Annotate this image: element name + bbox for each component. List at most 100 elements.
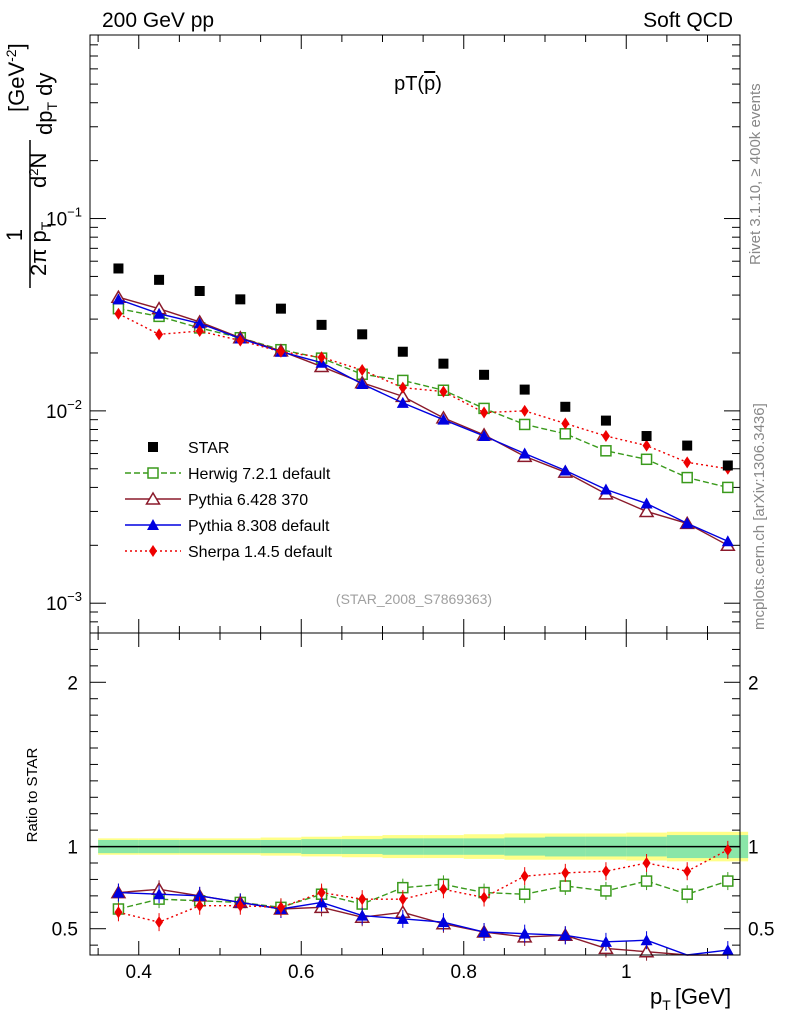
ratio-point xyxy=(356,909,369,921)
ratio-tick-label-right: 0.5 xyxy=(748,920,774,941)
ratio-point xyxy=(559,929,572,941)
data-point xyxy=(520,404,529,417)
x-tick-label: 0.4 xyxy=(126,962,153,983)
legend-entry: Herwig 7.2.1 default xyxy=(125,466,331,483)
ratio-point xyxy=(518,888,531,900)
data-point xyxy=(396,396,409,408)
ratio-pythia-8-308-default xyxy=(112,883,734,960)
data-point xyxy=(195,325,204,338)
data-point xyxy=(114,307,123,320)
ratio-point xyxy=(721,944,734,956)
y-label-one: 1 xyxy=(2,229,27,241)
data-point xyxy=(722,481,734,494)
data-point xyxy=(722,460,733,471)
legend-label: STAR xyxy=(188,440,229,457)
data-point xyxy=(681,517,694,529)
ratio-point xyxy=(317,886,326,899)
ratio-point xyxy=(683,865,692,878)
ratio-point xyxy=(480,891,489,904)
data-point xyxy=(638,503,655,518)
y-label-unit: [GeV-2] xyxy=(3,43,29,112)
data-point xyxy=(642,439,651,452)
ratio-tick-label-left: 2 xyxy=(67,673,78,694)
y-tick-label: 10−3 xyxy=(46,589,82,615)
legend-marker xyxy=(149,545,157,557)
data-point xyxy=(154,274,165,285)
ratio-point xyxy=(236,899,245,912)
legend-entry: STAR xyxy=(148,440,229,457)
series-line xyxy=(118,313,728,470)
ratio-point xyxy=(439,883,448,896)
data-point xyxy=(437,413,450,425)
axis-ticks: 0.4 0.6 0.8 1 10−1 10−2 10−3 0.5 0.5 1 1 2 2 xyxy=(46,34,774,983)
ratio-point xyxy=(640,934,653,946)
rivet-version-label: Rivet 3.1.10, ≥ 400k events xyxy=(747,83,764,265)
legend-marker xyxy=(147,467,159,479)
ratio-point xyxy=(518,927,531,939)
series-line xyxy=(118,298,729,542)
data-point xyxy=(194,285,205,296)
series-sherpa-1-4-5-default xyxy=(114,307,732,475)
ratio-point xyxy=(559,880,572,892)
ratio-point xyxy=(396,912,409,924)
ratio-point xyxy=(114,906,123,919)
series-line xyxy=(118,296,729,546)
ratio-tick-label-right: 1 xyxy=(748,838,759,859)
data-point xyxy=(682,440,693,451)
legend-marker xyxy=(148,442,158,452)
ratio-line xyxy=(118,891,728,956)
ratio-point xyxy=(437,916,450,928)
y-tick-label: 10−2 xyxy=(46,397,82,423)
data-point xyxy=(276,345,285,358)
header-right: Soft QCD xyxy=(643,9,733,32)
ratio-herwig-7-2-1-default xyxy=(112,872,734,918)
ratio-point xyxy=(153,888,166,900)
ratio-sherpa-1-4-5-default xyxy=(114,840,732,932)
data-point xyxy=(358,364,367,377)
data-point xyxy=(155,328,164,341)
ratio-y-label: Ratio to STAR xyxy=(24,747,41,842)
data-point xyxy=(438,358,449,369)
series-line xyxy=(118,307,728,489)
y-label-denom2: dpT dy xyxy=(32,73,60,135)
ratio-point xyxy=(398,893,407,906)
ratio-point xyxy=(112,886,125,898)
x-tick-label: 0.8 xyxy=(451,962,477,983)
ratio-point xyxy=(723,843,732,856)
source-label: mcplots.cern.ch [arXiv:1306.3436] xyxy=(751,403,768,630)
data-point xyxy=(439,385,448,398)
data-point xyxy=(640,497,653,509)
ratio-line xyxy=(118,888,728,956)
series-star xyxy=(113,263,733,471)
ratio-tick-label-left: 1 xyxy=(67,838,78,859)
data-point xyxy=(357,329,368,340)
data-point xyxy=(480,406,489,419)
ratio-point xyxy=(478,926,491,937)
y-tick-label: 10−1 xyxy=(46,205,82,231)
data-point xyxy=(519,384,530,395)
legend: STAR Herwig 7.2.1 default Pythia 6.428 370… xyxy=(125,440,333,561)
ratio-point xyxy=(722,875,734,887)
data-point xyxy=(397,346,408,357)
x-tick-label: 1 xyxy=(621,962,632,983)
data-point xyxy=(601,430,610,443)
data-point xyxy=(236,334,245,347)
data-point xyxy=(600,415,611,426)
data-point xyxy=(317,351,326,364)
ratio-point xyxy=(155,916,164,929)
data-point xyxy=(599,483,612,495)
main-panel-series xyxy=(110,263,736,552)
data-point xyxy=(683,456,692,469)
legend-entry: Pythia 6.428 370 xyxy=(125,491,308,509)
ratio-panel-frame xyxy=(89,632,741,956)
data-point xyxy=(518,418,531,431)
ratio-tick-label-left: 0.5 xyxy=(52,920,78,941)
data-point xyxy=(113,263,124,274)
data-point xyxy=(559,428,572,440)
data-point xyxy=(235,294,246,305)
data-point xyxy=(518,447,531,459)
header-left: 200 GeV pp xyxy=(102,9,214,32)
data-point xyxy=(316,319,327,330)
data-point xyxy=(560,401,571,412)
